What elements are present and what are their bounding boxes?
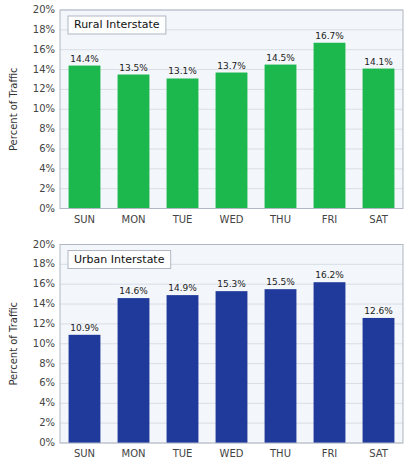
y-axis-label: Percent of Traffic xyxy=(8,67,19,151)
y-tick-label: 6% xyxy=(39,143,55,154)
y-axis-label: Percent of Traffic xyxy=(8,302,19,386)
y-tick-label: 16% xyxy=(33,44,55,55)
plot-frame xyxy=(60,10,403,209)
y-tick-label: 18% xyxy=(33,24,55,35)
bar xyxy=(118,75,150,209)
title: Rural Interstate xyxy=(74,18,160,31)
data-label: 16.7% xyxy=(315,31,344,41)
y-tick-label: 8% xyxy=(39,358,55,369)
grid-line xyxy=(60,49,403,50)
chart-container: 0% 2% 4% 6% 8% 10% 12% 14% 16% 18% 20% 14.4% 13.5% 13… xyxy=(0,0,413,469)
title: Urban Interstate xyxy=(74,253,165,266)
x-tick-label: TUE xyxy=(172,214,193,225)
x-tick-label: TUE xyxy=(172,448,193,459)
plot-background xyxy=(60,10,403,209)
y-tick-label: 10% xyxy=(33,103,55,114)
y-tick-label: 8% xyxy=(39,123,55,134)
panel: 0% 2% 4% 6% 8% 10% 12% 14% 16% 18% 20% 14.4% 13.5% 13… xyxy=(8,4,403,225)
data-label: 14.4% xyxy=(70,54,99,64)
panel: 0% 2% 4% 6% 8% 10% 12% 14% 16% 18% 20% 10.9% 14.6% 14… xyxy=(8,239,403,460)
y-tick-label: 6% xyxy=(39,377,55,388)
x-tick-label: SUN xyxy=(74,448,95,459)
bar xyxy=(69,335,101,443)
y-tick-label: 0% xyxy=(39,437,55,448)
bar xyxy=(265,65,297,209)
x-tick-label: MON xyxy=(122,214,146,225)
x-tick-label: MON xyxy=(122,448,146,459)
x-tick-label: WED xyxy=(220,448,244,459)
y-tick-label: 2% xyxy=(39,417,55,428)
data-label: 16.2% xyxy=(315,270,344,280)
plot-frame xyxy=(60,245,403,444)
y-tick-label: 12% xyxy=(33,83,55,94)
data-label: 14.6% xyxy=(119,286,148,296)
plot-background xyxy=(60,245,403,444)
y-tick-label: 18% xyxy=(33,258,55,269)
x-tick-label: WED xyxy=(220,214,244,225)
data-label: 13.5% xyxy=(119,63,148,73)
data-label: 13.7% xyxy=(217,61,246,71)
bar xyxy=(167,78,199,208)
data-label: 14.5% xyxy=(266,53,295,63)
y-tick-label: 16% xyxy=(33,278,55,289)
y-tick-label: 4% xyxy=(39,397,55,408)
title-box: Urban Interstate xyxy=(68,251,171,269)
title-background xyxy=(68,251,171,269)
y-tick-label: 0% xyxy=(39,203,55,214)
data-label: 13.1% xyxy=(168,66,197,76)
y-tick-label: 14% xyxy=(33,298,55,309)
data-label: 15.5% xyxy=(266,277,295,287)
y-tick-label: 2% xyxy=(39,183,55,194)
bars xyxy=(69,43,395,209)
y-tick-label: 4% xyxy=(39,163,55,174)
bar xyxy=(216,291,248,443)
y-tick-label: 20% xyxy=(33,239,55,250)
data-label: 14.9% xyxy=(168,283,197,293)
y-tick-label: 12% xyxy=(33,318,55,329)
data-label: 14.1% xyxy=(364,57,393,67)
bar xyxy=(314,43,346,209)
data-label: 15.3% xyxy=(217,279,246,289)
bar xyxy=(363,69,395,209)
y-tick-label: 20% xyxy=(33,4,55,15)
bar xyxy=(216,73,248,209)
chart-svg: 0% 2% 4% 6% 8% 10% 12% 14% 16% 18% 20% 14.4% 13.5% 13… xyxy=(0,0,413,469)
x-tick-label: THU xyxy=(269,214,291,225)
title-box: Rural Interstate xyxy=(68,16,166,34)
y-tick-label: 14% xyxy=(33,64,55,75)
y-tick-label: 10% xyxy=(33,338,55,349)
x-tick-label: SAT xyxy=(369,214,389,225)
bar xyxy=(167,295,199,443)
bar xyxy=(69,66,101,209)
data-label: 12.6% xyxy=(364,306,393,316)
data-label: 10.9% xyxy=(70,323,99,333)
x-tick-label: SUN xyxy=(74,214,95,225)
x-tick-label: THU xyxy=(269,448,291,459)
x-tick-label: FRI xyxy=(322,214,338,225)
bar xyxy=(363,318,395,443)
title-background xyxy=(68,16,166,34)
x-tick-label: SAT xyxy=(369,448,389,459)
bars xyxy=(69,282,395,443)
bar xyxy=(118,298,150,443)
bar xyxy=(314,282,346,443)
bar xyxy=(265,289,297,443)
x-tick-label: FRI xyxy=(322,448,338,459)
